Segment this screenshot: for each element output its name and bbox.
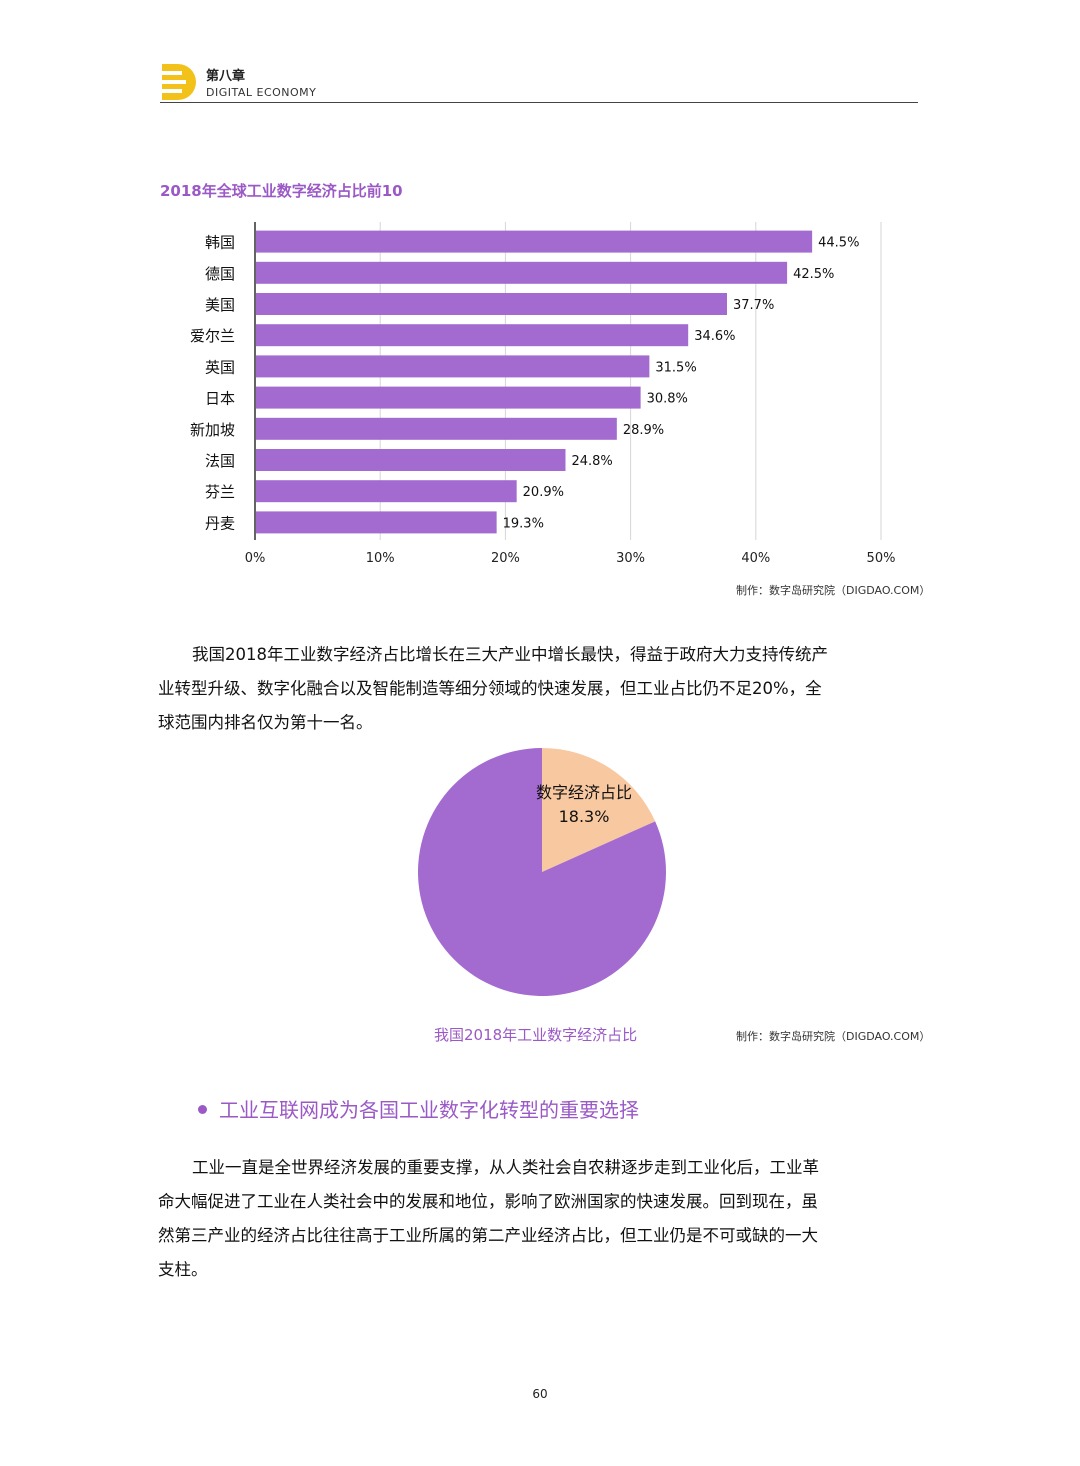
y-category-label: 日本 [205,390,235,408]
x-tick-label: 10% [366,551,395,566]
paragraph-line: 我国2018年工业数字经济占比增长在三大产业中增长最快，得益于政府大力支持传统产 [192,645,828,664]
pie-slice-label: 数字经济占比 [536,783,632,802]
bullet-dot-icon [198,1105,207,1114]
section-heading: 工业互联网成为各国工业数字化转型的重要选择 [198,1094,639,1123]
page-number: 60 [532,1387,548,1401]
bar-value-label: 24.8% [571,454,612,469]
x-tick-label: 30% [616,551,645,566]
bar [256,293,728,315]
bar-value-label: 28.9% [623,423,664,438]
x-tick-label: 20% [491,551,520,566]
bar [256,355,650,378]
x-tick-label: 50% [867,551,896,566]
bar [256,449,566,471]
y-category-label: 韩国 [205,234,235,252]
header-divider [160,102,918,103]
bar-value-label: 20.9% [523,485,564,500]
pie-chart-title: 我国2018年工业数字经济占比 [434,1026,638,1044]
paragraph-line: 球范围内排名仅为第十一名。 [158,713,373,732]
bar-chart-title: 2018年全球工业数字经济占比前10 [160,182,403,200]
digital-economy-logo-icon [160,64,196,100]
paragraph-line: 业转型升级、数字化融合以及智能制造等细分领域的快速发展，但工业占比仍不足20%，… [158,679,822,698]
bar-chart: 0% 10% 20% 30% 40% 50% 韩国 44.5% 德国 42.5% 美国 37.7% 爱尔… [190,222,896,566]
y-category-label: 英国 [205,358,235,376]
pie-slice-value-label: 18.3% [559,807,610,826]
bar [256,480,517,503]
bar-value-label: 37.7% [733,298,774,313]
y-category-label: 丹麦 [205,514,235,532]
bar-value-label: 44.5% [818,236,859,251]
bar [256,324,689,347]
page-header: 第八章 DIGITAL ECONOMY [160,62,918,104]
y-category-label: 法国 [205,452,235,470]
y-category-label: 新加坡 [190,421,235,439]
chapter-title: 第八章 [206,69,246,84]
bar-value-label: 34.6% [694,329,735,344]
x-tick-label: 40% [741,551,770,566]
y-category-label: 德国 [205,265,235,283]
paragraph-line: 命大幅促进了工业在人类社会中的发展和地位，影响了欧洲国家的快速发展。回到现在，虽 [158,1192,818,1211]
pie-chart: 数字经济占比 18.3% [417,748,666,996]
bar-value-label: 42.5% [793,267,834,282]
bar [256,261,788,284]
bar-chart-credit: 制作：数字岛研究院（DIGDAO.COM） [736,584,931,597]
paragraph-1: 我国2018年工业数字经济占比增长在三大产业中增长最快，得益于政府大力支持传统产… [158,638,922,740]
pie-slice [417,748,666,996]
bar [256,386,641,409]
pie-chart-credit: 制作：数字岛研究院（DIGDAO.COM） [736,1030,931,1043]
pie-slice [542,748,656,872]
bar-value-label: 30.8% [647,392,688,407]
bar-value-label: 19.3% [503,516,544,531]
y-category-label: 芬兰 [205,483,235,501]
bar [256,417,617,440]
paragraph-2: 工业一直是全世界经济发展的重要支撑，从人类社会自农耕逐步走到工业化后，工业革 命… [158,1151,922,1287]
paragraph-line: 然第三产业的经济占比往往高于工业所属的第二产业经济占比，但工业仍是不可或缺的一大 [158,1226,818,1245]
paragraph-line: 工业一直是全世界经济发展的重要支撑，从人类社会自农耕逐步走到工业化后，工业革 [192,1158,819,1177]
bar [256,230,813,253]
bar-value-label: 31.5% [655,360,696,375]
section-heading-text: 工业互联网成为各国工业数字化转型的重要选择 [219,1098,639,1122]
chapter-subtitle: DIGITAL ECONOMY [206,86,317,99]
y-category-label: 美国 [205,296,235,314]
y-category-label: 爱尔兰 [190,327,235,345]
x-tick-label: 0% [245,551,266,566]
bar [256,511,497,534]
paragraph-line: 支柱。 [158,1260,208,1279]
